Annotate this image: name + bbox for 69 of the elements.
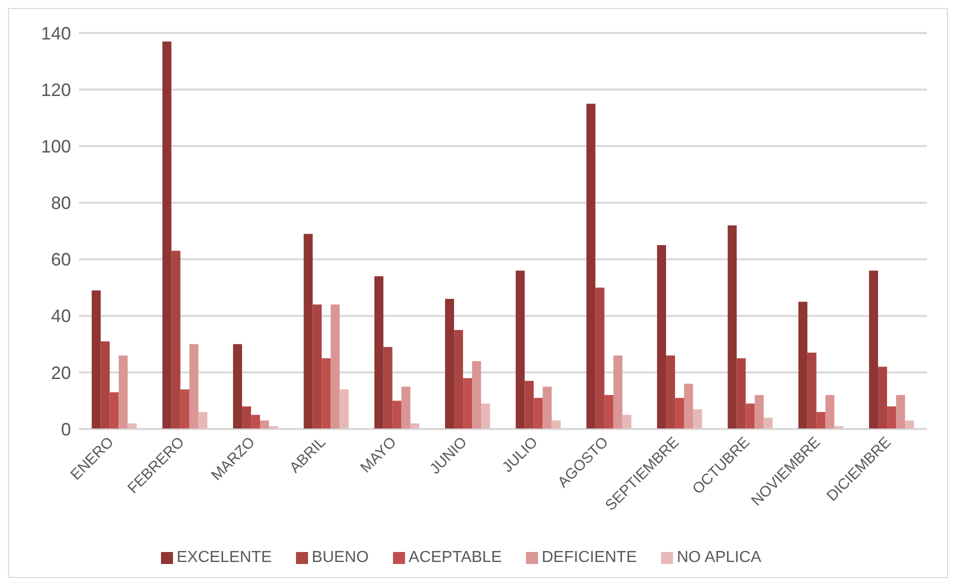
bar: [481, 404, 490, 429]
bar: [613, 355, 622, 429]
bar: [693, 409, 702, 429]
bar: [180, 389, 190, 429]
bar: [754, 395, 764, 429]
bar: [878, 366, 888, 429]
y-tick-label: 120: [40, 80, 71, 100]
bar: [312, 304, 322, 429]
bar: [524, 380, 534, 429]
bar: [445, 298, 454, 429]
legend-label: EXCELENTE: [176, 549, 272, 566]
y-tick-label: 0: [60, 419, 71, 440]
bar: [552, 420, 561, 429]
bar: [896, 395, 906, 429]
bar: [604, 395, 614, 429]
bar: [684, 384, 694, 429]
bar: [816, 412, 826, 429]
bar: [798, 302, 808, 429]
bar: [171, 250, 180, 429]
bar: [807, 352, 816, 429]
y-tick-label: 60: [50, 250, 71, 270]
bar: [304, 234, 313, 429]
y-tick-label: 140: [40, 23, 71, 44]
bar: [905, 420, 914, 429]
bar: [869, 270, 878, 429]
bar: [595, 288, 604, 429]
bar: [92, 290, 101, 429]
bar: [472, 361, 482, 429]
bar: [746, 404, 755, 429]
bar: [198, 412, 208, 429]
bar: [401, 386, 410, 429]
bar: [242, 406, 252, 429]
bar: [233, 344, 242, 429]
bar: [534, 398, 543, 429]
bar: [666, 355, 676, 429]
bar: [110, 392, 119, 429]
bar: [542, 386, 552, 429]
bar: [657, 245, 666, 429]
bar: [162, 41, 172, 429]
legend-label: ACEPTABLE: [408, 549, 502, 566]
bar: [330, 304, 340, 429]
bar: [463, 378, 472, 429]
bar: [586, 104, 596, 429]
bar: [736, 358, 746, 429]
bar: [392, 400, 402, 429]
bar: [340, 389, 349, 429]
bar: [622, 414, 632, 429]
legend-label: DEFICIENTE: [542, 549, 637, 566]
y-tick-label: 100: [40, 136, 71, 157]
bar: [764, 418, 773, 429]
bar: [454, 330, 464, 429]
legend-label: NO APLICA: [676, 549, 762, 566]
y-tick-label: 80: [50, 193, 71, 214]
bar: [383, 346, 392, 429]
legend-label: BUENO: [312, 549, 369, 566]
bar: [322, 358, 331, 429]
bar: [728, 225, 737, 429]
bar: [675, 398, 684, 429]
y-tick-label: 40: [50, 306, 71, 326]
bar: [374, 276, 384, 429]
bar: [825, 395, 834, 429]
bar: [118, 355, 128, 429]
bar: [887, 406, 896, 429]
bar: [260, 420, 270, 429]
y-tick-label: 20: [50, 362, 71, 383]
bar: [100, 341, 110, 429]
bar: [189, 344, 198, 429]
bar: [516, 270, 525, 429]
bar: [251, 414, 260, 429]
